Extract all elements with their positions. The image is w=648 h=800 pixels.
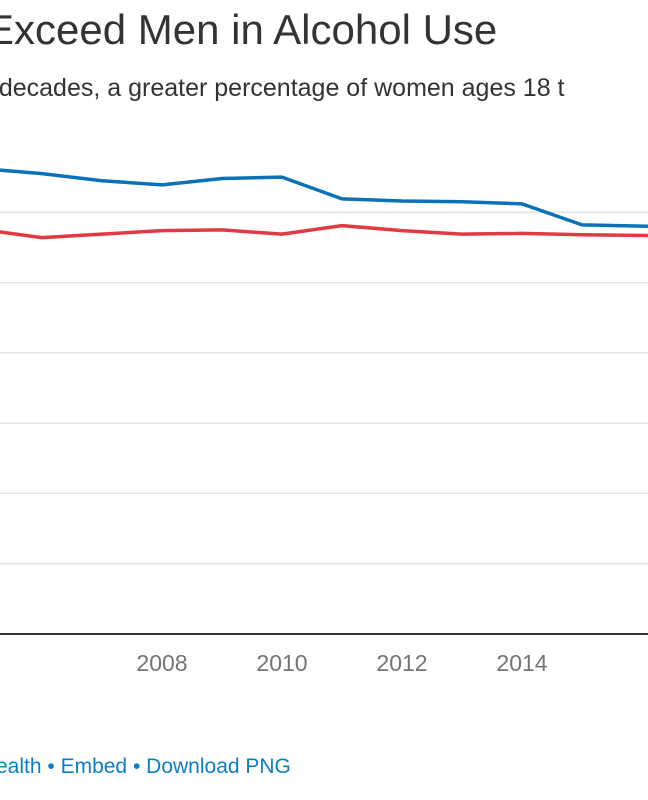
chart-subtitle: o decades, a greater percentage of women…: [0, 70, 648, 142]
series-line: [0, 168, 648, 229]
x-tick-label: 2012: [376, 650, 427, 676]
footer-separator: •: [127, 755, 147, 778]
subtitle-line-1: o decades, a greater percentage of women…: [0, 74, 565, 102]
gridlines: [0, 211, 648, 565]
x-axis: 2008 2010 2012 2014: [0, 633, 648, 676]
line-chart: 2008 2010 2012 2014: [0, 168, 648, 676]
series-line: [0, 223, 648, 240]
download-png-link[interactable]: Download PNG: [146, 755, 291, 778]
x-tick-label: 2010: [256, 650, 307, 676]
x-tick-label: 2014: [496, 650, 547, 676]
chart-footer: ealth • Embed • Download PNG: [0, 753, 291, 781]
chart-title: Exceed Men in Alcohol Use: [0, 6, 498, 53]
footer-separator: •: [41, 755, 61, 778]
x-tick-label: 2008: [136, 650, 187, 676]
embed-link[interactable]: Embed: [60, 755, 128, 778]
series-lines: [0, 168, 648, 240]
source-link[interactable]: ealth: [0, 755, 42, 778]
